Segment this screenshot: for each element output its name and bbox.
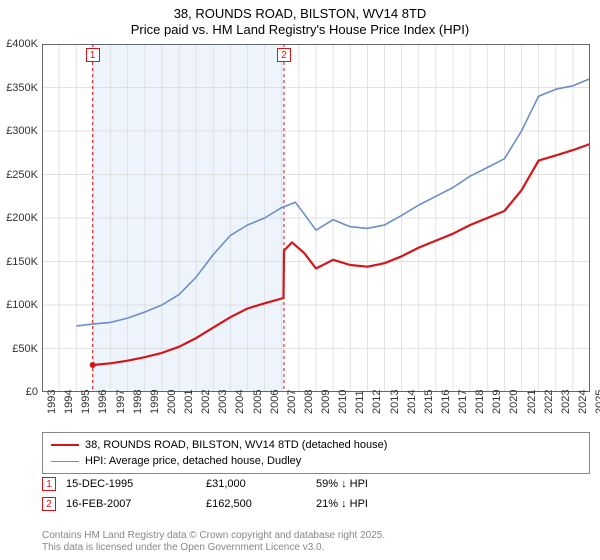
chart-svg bbox=[42, 44, 590, 392]
x-tick-label: 2021 bbox=[526, 390, 538, 414]
x-tick-label: 1996 bbox=[97, 390, 109, 414]
marker-price: £31,000 bbox=[206, 478, 306, 490]
x-tick-label: 2002 bbox=[200, 390, 212, 414]
x-tick-label: 2009 bbox=[320, 390, 332, 414]
legend-item-price-paid: 38, ROUNDS ROAD, BILSTON, WV14 8TD (deta… bbox=[51, 437, 581, 453]
x-tick-label: 2007 bbox=[286, 390, 298, 414]
legend-swatch-price-paid bbox=[51, 444, 79, 446]
x-tick-label: 2013 bbox=[389, 390, 401, 414]
x-tick-label: 1999 bbox=[149, 390, 161, 414]
marker-row: 2 16-FEB-2007 £162,500 21% ↓ HPI bbox=[42, 494, 590, 514]
marker-row: 1 15-DEC-1995 £31,000 59% ↓ HPI bbox=[42, 474, 590, 494]
x-tick-label: 2022 bbox=[543, 390, 555, 414]
x-tick-label: 2001 bbox=[183, 390, 195, 414]
x-tick-label: 2017 bbox=[457, 390, 469, 414]
x-tick-label: 1993 bbox=[46, 390, 58, 414]
x-tick-label: 2006 bbox=[269, 390, 281, 414]
title-subtitle: Price paid vs. HM Land Registry's House … bbox=[0, 22, 600, 38]
y-axis: £0£50K£100K£150K£200K£250K£300K£350K£400… bbox=[0, 44, 40, 392]
marker-date: 15-DEC-1995 bbox=[66, 478, 196, 490]
y-tick-label: £400K bbox=[6, 38, 38, 50]
chart-marker-badge: 1 bbox=[86, 48, 100, 62]
x-tick-label: 1997 bbox=[115, 390, 127, 414]
x-tick-label: 2005 bbox=[252, 390, 264, 414]
x-tick-label: 2024 bbox=[577, 390, 589, 414]
marker-badge: 1 bbox=[42, 477, 56, 491]
marker-date: 16-FEB-2007 bbox=[66, 498, 196, 510]
x-tick-label: 2018 bbox=[474, 390, 486, 414]
x-tick-label: 1994 bbox=[63, 390, 75, 414]
x-tick-label: 2014 bbox=[406, 390, 418, 414]
title-block: 38, ROUNDS ROAD, BILSTON, WV14 8TD Price… bbox=[0, 0, 600, 39]
y-tick-label: £150K bbox=[6, 256, 38, 268]
x-tick-label: 2015 bbox=[423, 390, 435, 414]
y-tick-label: £300K bbox=[6, 125, 38, 137]
x-tick-label: 2011 bbox=[354, 390, 366, 414]
x-axis: 1993199419951996199719981999200020012002… bbox=[42, 396, 590, 432]
marker-price: £162,500 bbox=[206, 498, 306, 510]
legend-label-hpi: HPI: Average price, detached house, Dudl… bbox=[85, 455, 301, 467]
marker-delta: 59% ↓ HPI bbox=[316, 478, 426, 490]
legend-label-price-paid: 38, ROUNDS ROAD, BILSTON, WV14 8TD (deta… bbox=[85, 439, 387, 451]
chart-marker-badge: 2 bbox=[277, 48, 291, 62]
legend-swatch-hpi bbox=[51, 461, 79, 462]
x-tick-label: 2023 bbox=[560, 390, 572, 414]
x-tick-label: 2019 bbox=[491, 390, 503, 414]
y-tick-label: £250K bbox=[6, 169, 38, 181]
footer-line2: This data is licensed under the Open Gov… bbox=[42, 542, 385, 554]
title-address: 38, ROUNDS ROAD, BILSTON, WV14 8TD bbox=[0, 6, 600, 22]
x-tick-label: 2003 bbox=[217, 390, 229, 414]
x-tick-label: 2010 bbox=[337, 390, 349, 414]
x-tick-label: 1995 bbox=[80, 390, 92, 414]
y-tick-label: £0 bbox=[26, 386, 38, 398]
footer: Contains HM Land Registry data © Crown c… bbox=[42, 530, 385, 554]
x-tick-label: 2004 bbox=[234, 390, 246, 414]
x-tick-label: 1998 bbox=[132, 390, 144, 414]
y-tick-label: £100K bbox=[6, 299, 38, 311]
y-tick-label: £50K bbox=[12, 343, 38, 355]
marker-badge: 2 bbox=[42, 497, 56, 511]
x-tick-label: 2012 bbox=[371, 390, 383, 414]
y-tick-label: £350K bbox=[6, 82, 38, 94]
footer-line1: Contains HM Land Registry data © Crown c… bbox=[42, 530, 385, 542]
marker-delta: 21% ↓ HPI bbox=[316, 498, 426, 510]
legend: 38, ROUNDS ROAD, BILSTON, WV14 8TD (deta… bbox=[42, 432, 590, 474]
legend-item-hpi: HPI: Average price, detached house, Dudl… bbox=[51, 453, 581, 469]
markers-table: 1 15-DEC-1995 £31,000 59% ↓ HPI 2 16-FEB… bbox=[42, 474, 590, 514]
x-tick-label: 2016 bbox=[440, 390, 452, 414]
y-tick-label: £200K bbox=[6, 212, 38, 224]
x-tick-label: 2000 bbox=[166, 390, 178, 414]
x-tick-label: 2008 bbox=[303, 390, 315, 414]
x-tick-label: 2020 bbox=[508, 390, 520, 414]
chart-container: 38, ROUNDS ROAD, BILSTON, WV14 8TD Price… bbox=[0, 0, 600, 560]
chart-area: 12 bbox=[42, 44, 590, 392]
x-tick-label: 2025 bbox=[594, 390, 600, 414]
